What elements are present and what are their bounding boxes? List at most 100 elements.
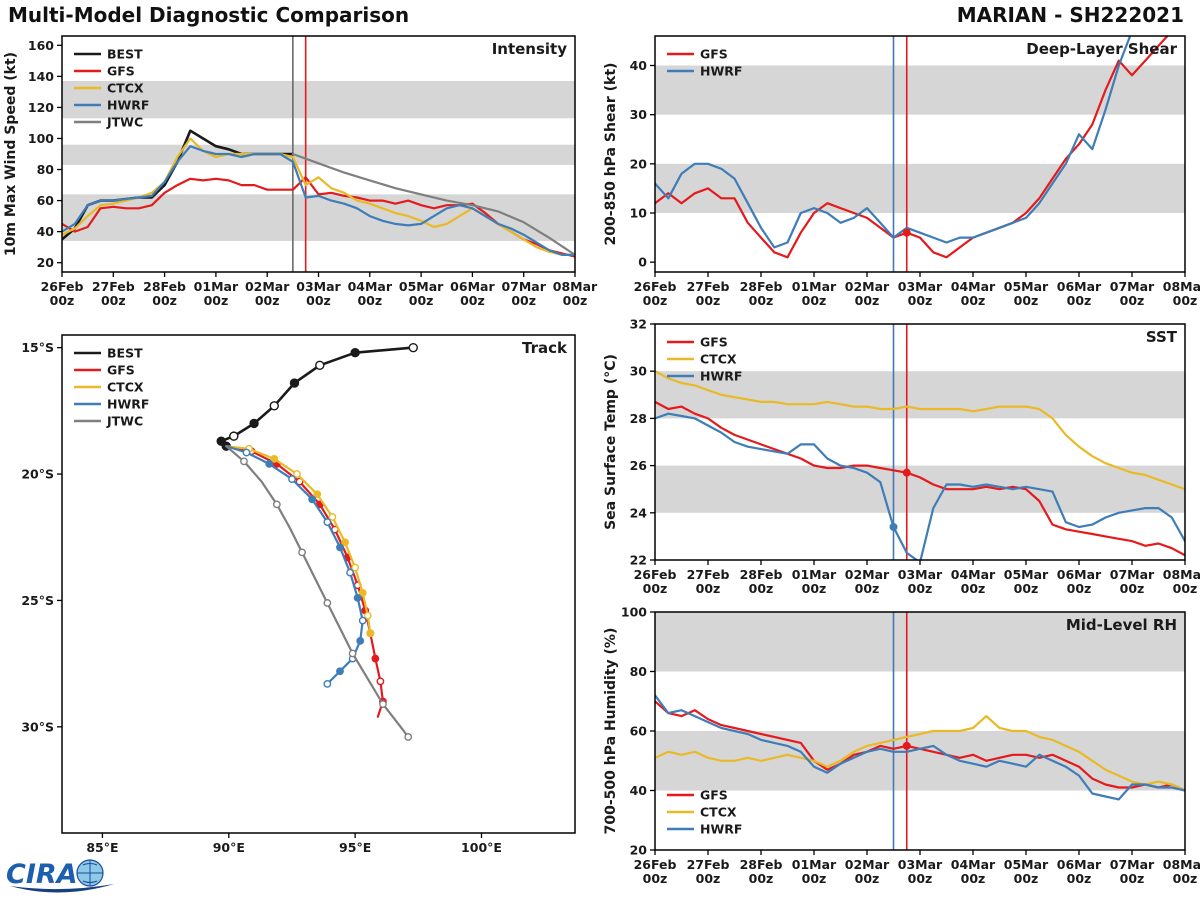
intensity-band	[62, 144, 575, 165]
track-xtick-label: 85°E	[86, 840, 118, 855]
shear-xtick-label: 27Feb 00z	[687, 279, 730, 308]
sst-series-hwrf	[655, 412, 1185, 560]
shear-series-hwrf	[655, 36, 1132, 249]
track-marker-ctcx	[351, 563, 360, 572]
track-marker-best	[249, 418, 259, 429]
intensity-legend-label-gfs: GFS	[107, 64, 135, 79]
track-marker-ctcx	[358, 588, 367, 597]
shear-xtick-label: 06Mar 00z	[1057, 279, 1102, 308]
track-chart-svg: 85°E 90°E 95°E 100°E 15°S 20°S 25°S 30°S Track BE…	[21, 334, 576, 855]
track-marker-hwrf	[356, 636, 365, 645]
track-xtick-label: 100°E	[461, 840, 502, 855]
intensity-ytick-label: 20	[37, 255, 55, 270]
shear-xtick-label: 01Mar 00z	[792, 279, 837, 308]
track-marker-jtwc	[404, 733, 413, 741]
track-marker-hwrf	[353, 594, 362, 602]
intensity-ytick-label: 140	[28, 69, 54, 84]
sst-corner-label: SST	[1146, 328, 1178, 346]
track-marker-hwrf	[336, 667, 344, 676]
intensity-series-hwrf	[62, 145, 575, 256]
intensity-xtick-label: 27Feb 00z	[92, 279, 135, 308]
rh-series-ctcx	[655, 714, 1185, 792]
shear-corner-label: Deep-Layer Shear	[1026, 40, 1177, 58]
sst-xtick-label: 03Mar 00z	[898, 567, 943, 596]
shear-chart-svg: 26Feb 00z 27Feb 00z 28Feb 00z 01Mar 00z 02Mar 00z…	[603, 35, 1200, 308]
rh-xtick-label: 04Mar 00z	[951, 857, 996, 886]
rh-ytick-label: 60	[630, 724, 648, 739]
rh-ytick-label: 20	[630, 843, 648, 858]
shear-xtick-label: 02Mar 00z	[845, 279, 890, 308]
track-marker-hwrf	[308, 495, 317, 504]
intensity-xtick-label: 02Mar 00z	[245, 279, 290, 308]
track-marker-best	[315, 360, 325, 371]
shear-band	[655, 65, 1185, 115]
sst-xtick-label: 28Feb 00z	[740, 567, 783, 596]
rh-xtick-label: 01Mar 00z	[792, 857, 837, 886]
track-marker-jtwc	[298, 548, 306, 557]
rh-xtick-label: 07Mar 00z	[1110, 857, 1155, 886]
intensity-ytick-label: 160	[28, 38, 54, 53]
track-marker-jtwc	[323, 599, 332, 607]
track-marker-ctcx	[270, 454, 279, 463]
track-marker-hwrf	[323, 679, 332, 688]
shear-legend-label-gfs: GFS	[700, 47, 728, 62]
sst-init-dot	[902, 468, 911, 477]
track-marker-hwrf	[288, 475, 296, 483]
intensity-series-group	[62, 129, 575, 258]
track-series-jtwc	[225, 445, 410, 738]
sst-ytick-label: 24	[630, 505, 648, 520]
sst-ytick-label: 32	[630, 317, 647, 332]
intensity-legend-label-best: BEST	[107, 47, 143, 62]
intensity-ytick-label: 40	[37, 224, 55, 239]
sst-xtick-label: 27Feb 00z	[687, 567, 730, 596]
sst-band	[655, 371, 1185, 419]
shear-xtick-label: 07Mar 00z	[1110, 279, 1155, 308]
shear-chart: 26Feb 00z 27Feb 00z 28Feb 00z 01Mar 00z 02Mar 00z…	[600, 22, 1200, 320]
track-legend-label-hwrf: HWRF	[107, 397, 149, 412]
intensity-band	[62, 81, 575, 119]
track-marker-gfs	[376, 677, 385, 686]
track-marker-best	[269, 401, 279, 411]
sst-chart: 26Feb 00z 27Feb 00z 28Feb 00z 01Mar 00z 02Mar 00z…	[600, 308, 1200, 600]
intensity-series-jtwc	[291, 152, 575, 256]
track-frame	[61, 334, 576, 834]
page-title-left: Multi-Model Diagnostic Comparison	[8, 3, 410, 27]
logo-text: CIRA	[6, 859, 78, 890]
storm-title: MARIAN - SH222021	[956, 3, 1184, 27]
intensity-band	[62, 194, 575, 241]
track-xtick-label: 90°E	[213, 840, 245, 855]
shear-xtick-label: 28Feb 00z	[740, 279, 783, 308]
rh-ylabel: 700-500 hPa Humidity (%)	[603, 628, 619, 835]
track-marker-ctcx	[363, 611, 372, 620]
rh-ytick-label: 80	[630, 664, 648, 679]
track-marker-hwrf	[346, 568, 354, 577]
sst-init-dot	[889, 522, 898, 531]
intensity-xtick-label: 28Feb 00z	[143, 279, 186, 308]
track-ytick-label: 20°S	[21, 467, 54, 482]
rh-series-hwrf	[655, 694, 1185, 801]
shear-ylabel: 200-850 hPa Shear (kt)	[603, 63, 619, 246]
track-marker-jtwc	[379, 700, 387, 708]
track-legend-label-ctcx: CTCX	[107, 380, 144, 395]
intensity-chart: 26Feb 00z 27Feb 00z 28Feb 00z 01Mar 00z 02Mar 00z…	[0, 22, 600, 320]
sst-ytick-label: 28	[630, 411, 647, 426]
intensity-xtick-label: 05Mar 00z	[399, 279, 444, 308]
logo-swoosh	[10, 884, 114, 893]
shear-legend-label-hwrf: HWRF	[700, 64, 742, 79]
shear-init-dot	[902, 228, 911, 237]
cira-logo: CIRA	[4, 854, 134, 898]
track-marker-hwrf	[336, 543, 344, 552]
intensity-ytick-label: 100	[28, 131, 54, 146]
rh-series-group	[655, 694, 1185, 801]
track-marker-ctcx	[293, 470, 301, 478]
track-marker-hwrf	[358, 616, 367, 625]
track-marker-ctcx	[366, 629, 375, 638]
sst-xtick-label: 07Mar 00z	[1110, 567, 1155, 596]
intensity-ytick-label: 80	[37, 162, 55, 177]
intensity-legend-label-hwrf: HWRF	[107, 98, 149, 113]
intensity-xtick-label: 04Mar 00z	[348, 279, 393, 308]
sst-band	[655, 465, 1185, 513]
